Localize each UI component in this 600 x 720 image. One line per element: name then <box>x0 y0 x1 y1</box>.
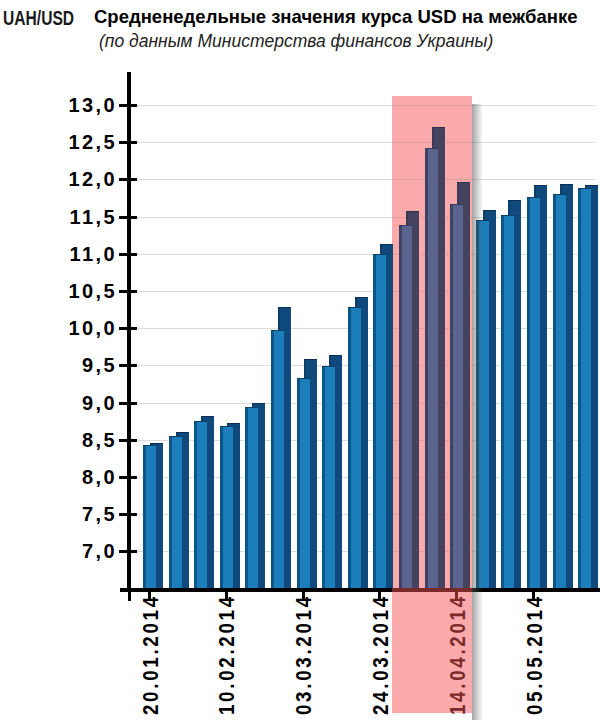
x-axis-tick-label: 20.01.2014 <box>142 594 159 715</box>
bar-weekly-average <box>169 436 182 588</box>
y-axis-tick <box>119 513 137 516</box>
y-axis-tick <box>119 178 137 181</box>
y-axis-tick-label: 7,5 <box>30 502 117 526</box>
gridline <box>131 105 595 106</box>
bar-weekly-average <box>450 204 463 588</box>
bar-weekly-average <box>143 445 156 588</box>
x-axis-tick-label: 24.03.2014 <box>372 594 389 715</box>
plot-area: 13,0 12,5 12,0 11,5 11,0 10,5 10,0 9,5 9,0 8,5 8,0… <box>0 0 600 720</box>
gridline <box>131 291 595 292</box>
y-axis-tick <box>119 439 137 442</box>
bar-weekly-average <box>553 194 566 589</box>
bar-weekly-average <box>194 421 207 589</box>
x-axis-tick-label: 05.05.2014 <box>526 594 543 715</box>
x-axis-line-in-band <box>392 588 472 592</box>
bar-weekly-average <box>501 215 514 588</box>
chart-page: UAH/USD Средненедельные значения курса U… <box>0 0 600 720</box>
y-axis-tick <box>119 253 137 256</box>
y-axis-tick <box>119 364 137 367</box>
y-axis-tick <box>119 216 137 219</box>
bar-weekly-average <box>271 330 284 588</box>
y-axis-tick <box>119 402 137 405</box>
gridline <box>131 142 595 143</box>
y-axis-tick-label: 11,0 <box>30 242 117 266</box>
gridline <box>131 217 595 218</box>
y-axis-tick-label: 8,0 <box>30 465 117 489</box>
highlight-band-shadow <box>472 104 483 720</box>
bar-weekly-average <box>425 148 438 588</box>
x-axis-tick-label: 03.03.2014 <box>295 594 312 715</box>
y-axis-tick <box>119 327 137 330</box>
bar-weekly-average <box>348 307 361 588</box>
bar-weekly-average <box>578 188 591 588</box>
gridline <box>131 254 595 255</box>
y-axis-tick <box>119 476 137 479</box>
y-axis-tick-label: 10,5 <box>30 279 117 303</box>
y-axis-tick <box>119 141 137 144</box>
bar-weekly-average <box>527 197 540 589</box>
y-axis-tick <box>119 290 137 293</box>
y-axis-tick-label: 9,5 <box>30 353 117 377</box>
x-axis-corner-tick <box>128 592 131 601</box>
x-axis-line <box>120 588 600 592</box>
y-axis-tick-label: 11,5 <box>30 205 117 229</box>
gridline <box>131 179 595 180</box>
y-axis-tick-label: 9,0 <box>30 391 117 415</box>
y-axis-tick-label: 10,0 <box>30 316 117 340</box>
gridline-on-band <box>392 105 472 106</box>
y-axis-tick <box>119 550 137 553</box>
y-axis-tick-label: 12,5 <box>30 130 117 154</box>
y-axis-tick-label: 13,0 <box>30 93 117 117</box>
bar-weekly-average <box>297 378 310 588</box>
bar-weekly-average <box>245 407 258 588</box>
x-axis-tick-label: 14.04.2014 <box>449 594 466 715</box>
y-axis-tick-label: 8,5 <box>30 428 117 452</box>
bar-weekly-average <box>322 366 335 588</box>
y-axis-tick-label: 7,0 <box>30 539 117 563</box>
bar-weekly-average <box>399 225 412 588</box>
y-axis-tick-label: 12,0 <box>30 167 117 191</box>
bar-weekly-average <box>373 254 386 588</box>
x-axis-tick-label: 10.02.2014 <box>218 594 235 715</box>
bar-weekly-average <box>220 426 233 588</box>
y-axis-tick <box>119 104 137 107</box>
